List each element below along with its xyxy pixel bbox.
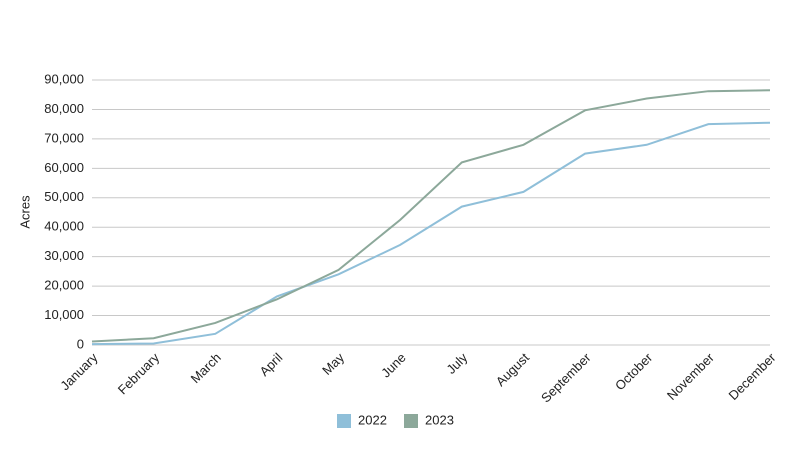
x-tick-label: February [115, 350, 163, 398]
legend-swatch [404, 414, 418, 428]
y-tick-label: 40,000 [44, 219, 84, 234]
y-tick-label: 20,000 [44, 278, 84, 293]
y-tick-label: 50,000 [44, 189, 84, 204]
x-tick-label: April [256, 350, 285, 379]
y-tick-label: 90,000 [44, 71, 84, 86]
x-tick-label: May [319, 350, 347, 378]
x-tick-label: September [538, 349, 594, 405]
y-tick-label: 30,000 [44, 248, 84, 263]
legend-swatch [337, 414, 351, 428]
x-tick-label: January [57, 350, 101, 394]
x-tick-label: October [612, 349, 656, 393]
y-tick-label: 10,000 [44, 307, 84, 322]
x-tick-label: March [188, 350, 224, 386]
y-tick-label: 60,000 [44, 160, 84, 175]
y-tick-label: 80,000 [44, 101, 84, 116]
x-tick-label: August [493, 350, 532, 389]
x-tick-label: June [378, 350, 409, 381]
series-line [91, 89, 771, 343]
y-tick-label: 70,000 [44, 130, 84, 145]
y-axis-label: Acres [17, 195, 32, 229]
x-tick-label: July [443, 350, 470, 377]
legend-label: 2023 [425, 412, 454, 427]
y-tick-label: 0 [77, 336, 84, 351]
legend-label: 2022 [358, 412, 387, 427]
series-line [91, 121, 771, 346]
x-tick-label: December [726, 349, 779, 402]
x-tick-label: November [664, 349, 717, 402]
